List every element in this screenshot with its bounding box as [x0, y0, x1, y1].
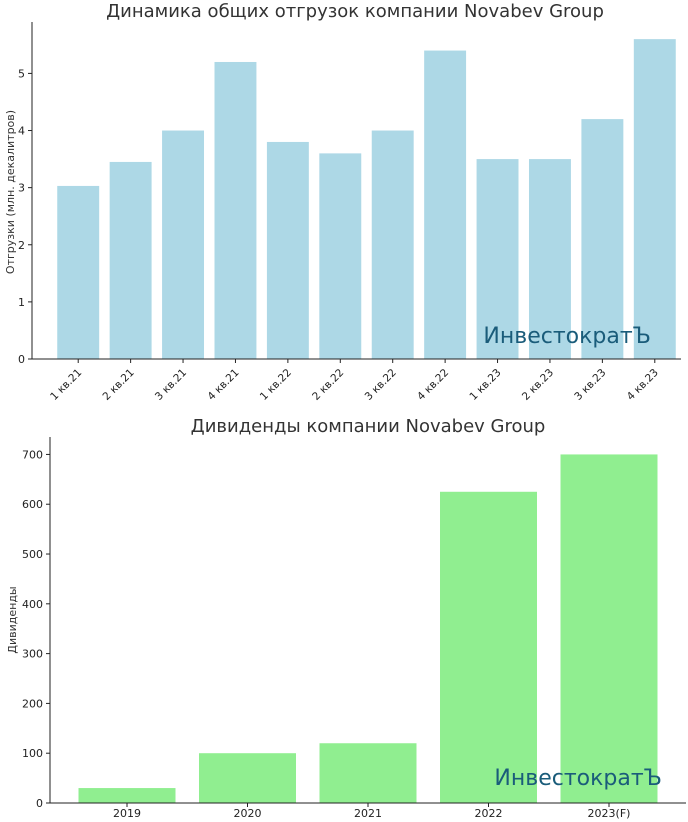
shipments-x-tick-label: 2 кв.23 [520, 367, 556, 403]
dividends-bar [560, 454, 658, 803]
shipments-x-tick-label: 2 кв.21 [101, 367, 137, 403]
shipments-chart-title: Динамика общих отгрузок компании Novabev… [106, 1, 604, 22]
dividends-x-tick-label: 2022 [475, 807, 503, 820]
dividends-x-tick-label: 2021 [354, 807, 382, 820]
shipments-bar [266, 141, 309, 359]
dividends-y-tick-label: 0 [36, 797, 43, 810]
dividends-x-tick-label: 2020 [234, 807, 262, 820]
shipments-x-tick-label: 1 кв.23 [467, 367, 503, 403]
shipments-y-tick-label: 3 [18, 182, 25, 195]
shipments-x-tick-label: 3 кв.22 [363, 367, 399, 403]
shipments-x-tick-label: 1 кв.22 [258, 367, 294, 403]
shipments-x-tick-label: 3 кв.21 [153, 367, 189, 403]
shipments-x-tick-label: 4 кв.22 [415, 367, 451, 403]
shipments-bar [424, 50, 467, 359]
dividends-y-tick-label: 200 [22, 697, 43, 710]
shipments-x-tick-label: 1 кв.21 [48, 367, 84, 403]
dividends-y-axis-label: Дивиденды [6, 586, 19, 653]
shipments-y-tick-label: 0 [18, 353, 25, 366]
shipments-y-tick-label: 5 [18, 67, 25, 80]
shipments-bar [476, 159, 519, 359]
shipments-bar [57, 185, 100, 359]
dividends-y-tick-label: 300 [22, 648, 43, 661]
shipments-bar [371, 130, 414, 359]
dividends-y-tick-label: 400 [22, 598, 43, 611]
shipments-watermark: ИнвестократЪ [483, 324, 651, 349]
dividends-x-tick-label: 2019 [113, 807, 141, 820]
dividends-chart: Дивиденды компании Novabev Group Дивиден… [6, 416, 686, 820]
dividends-y-tick-label: 700 [22, 448, 43, 461]
dividends-bar [440, 491, 537, 803]
dividends-bar [199, 753, 296, 803]
dividends-bar [78, 788, 176, 803]
dividends-bar [319, 743, 417, 803]
shipments-bar [528, 159, 571, 359]
shipments-bar [162, 130, 205, 359]
dividends-y-tick-label: 500 [22, 548, 43, 561]
shipments-bar [633, 39, 676, 360]
shipments-bar [319, 153, 362, 359]
dividends-watermark: ИнвестократЪ [494, 766, 662, 791]
shipments-x-tick-label: 4 кв.21 [205, 367, 241, 403]
shipments-y-tick-label: 1 [18, 296, 25, 309]
dividends-y-tick-label: 600 [22, 498, 43, 511]
dividends-x-tick-label: 2023(F) [588, 807, 631, 820]
shipments-y-axis-label: Отгрузки (млн. декалитров) [4, 110, 17, 274]
shipments-bar [109, 161, 152, 359]
shipments-chart: Динамика общих отгрузок компании Novabev… [4, 1, 681, 403]
shipments-y-tick-label: 2 [18, 239, 25, 252]
shipments-bar [581, 119, 624, 360]
dividends-y-tick-label: 100 [22, 747, 43, 760]
shipments-bar [214, 61, 257, 359]
shipments-x-tick-label: 2 кв.22 [310, 367, 346, 403]
shipments-y-tick-label: 4 [18, 125, 25, 138]
shipments-x-tick-label: 3 кв.23 [572, 367, 608, 403]
dividends-chart-title: Дивиденды компании Novabev Group [191, 416, 546, 437]
shipments-x-tick-label: 4 кв.23 [625, 367, 661, 403]
